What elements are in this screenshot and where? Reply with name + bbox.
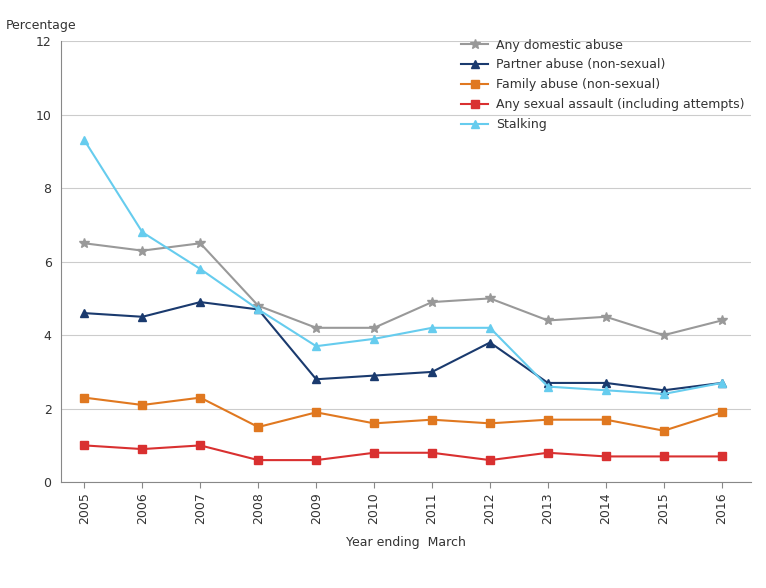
Partner abuse (non-sexual)	[312, 376, 321, 383]
Any domestic abuse	[138, 247, 147, 254]
Legend: Any domestic abuse, Partner abuse (non-sexual), Family abuse (non-sexual), Any s: Any domestic abuse, Partner abuse (non-s…	[461, 39, 745, 131]
Partner abuse (non-sexual)	[717, 379, 726, 386]
Any domestic abuse	[254, 302, 263, 309]
Any domestic abuse	[369, 324, 378, 331]
Partner abuse (non-sexual)	[196, 299, 205, 306]
Stalking	[196, 266, 205, 273]
Any domestic abuse	[601, 313, 611, 320]
Partner abuse (non-sexual)	[486, 339, 495, 346]
Stalking	[486, 324, 495, 331]
Any sexual assault (including attempts)	[312, 456, 321, 463]
Any sexual assault (including attempts)	[427, 449, 437, 456]
Family abuse (non-sexual)	[486, 420, 495, 427]
Partner abuse (non-sexual)	[543, 379, 552, 386]
Any sexual assault (including attempts)	[369, 449, 378, 456]
Any domestic abuse	[80, 240, 89, 247]
Stalking	[312, 343, 321, 350]
Partner abuse (non-sexual)	[80, 309, 89, 316]
Family abuse (non-sexual)	[254, 423, 263, 430]
Family abuse (non-sexual)	[543, 416, 552, 423]
Partner abuse (non-sexual)	[138, 313, 147, 320]
Family abuse (non-sexual)	[196, 394, 205, 401]
Family abuse (non-sexual)	[601, 416, 611, 423]
Stalking	[660, 390, 669, 397]
Line: Stalking: Stalking	[80, 136, 726, 398]
Any sexual assault (including attempts)	[254, 456, 263, 463]
Family abuse (non-sexual)	[312, 409, 321, 416]
Text: Percentage: Percentage	[6, 19, 77, 32]
Any domestic abuse	[660, 332, 669, 339]
Any sexual assault (including attempts)	[196, 442, 205, 449]
Family abuse (non-sexual)	[80, 394, 89, 401]
Line: Any domestic abuse: Any domestic abuse	[80, 238, 727, 340]
Partner abuse (non-sexual)	[369, 372, 378, 379]
Line: Family abuse (non-sexual): Family abuse (non-sexual)	[80, 393, 726, 435]
Any domestic abuse	[427, 299, 437, 306]
Any domestic abuse	[717, 317, 726, 324]
X-axis label: Year ending  March: Year ending March	[346, 536, 466, 549]
Partner abuse (non-sexual)	[601, 379, 611, 386]
Family abuse (non-sexual)	[369, 420, 378, 427]
Family abuse (non-sexual)	[717, 409, 726, 416]
Partner abuse (non-sexual)	[427, 368, 437, 375]
Line: Partner abuse (non-sexual): Partner abuse (non-sexual)	[80, 298, 726, 395]
Stalking	[717, 379, 726, 386]
Any sexual assault (including attempts)	[486, 456, 495, 463]
Any domestic abuse	[486, 295, 495, 302]
Stalking	[601, 387, 611, 394]
Stalking	[138, 229, 147, 236]
Partner abuse (non-sexual)	[660, 387, 669, 394]
Any sexual assault (including attempts)	[601, 453, 611, 460]
Family abuse (non-sexual)	[427, 416, 437, 423]
Any domestic abuse	[543, 317, 552, 324]
Any sexual assault (including attempts)	[660, 453, 669, 460]
Stalking	[80, 137, 89, 144]
Line: Any sexual assault (including attempts): Any sexual assault (including attempts)	[80, 441, 726, 465]
Stalking	[254, 306, 263, 313]
Stalking	[369, 335, 378, 342]
Stalking	[427, 324, 437, 331]
Any sexual assault (including attempts)	[717, 453, 726, 460]
Stalking	[543, 383, 552, 390]
Partner abuse (non-sexual)	[254, 306, 263, 313]
Any sexual assault (including attempts)	[80, 442, 89, 449]
Any domestic abuse	[312, 324, 321, 331]
Any domestic abuse	[196, 240, 205, 247]
Any sexual assault (including attempts)	[543, 449, 552, 456]
Family abuse (non-sexual)	[138, 402, 147, 409]
Family abuse (non-sexual)	[660, 427, 669, 434]
Any sexual assault (including attempts)	[138, 446, 147, 453]
